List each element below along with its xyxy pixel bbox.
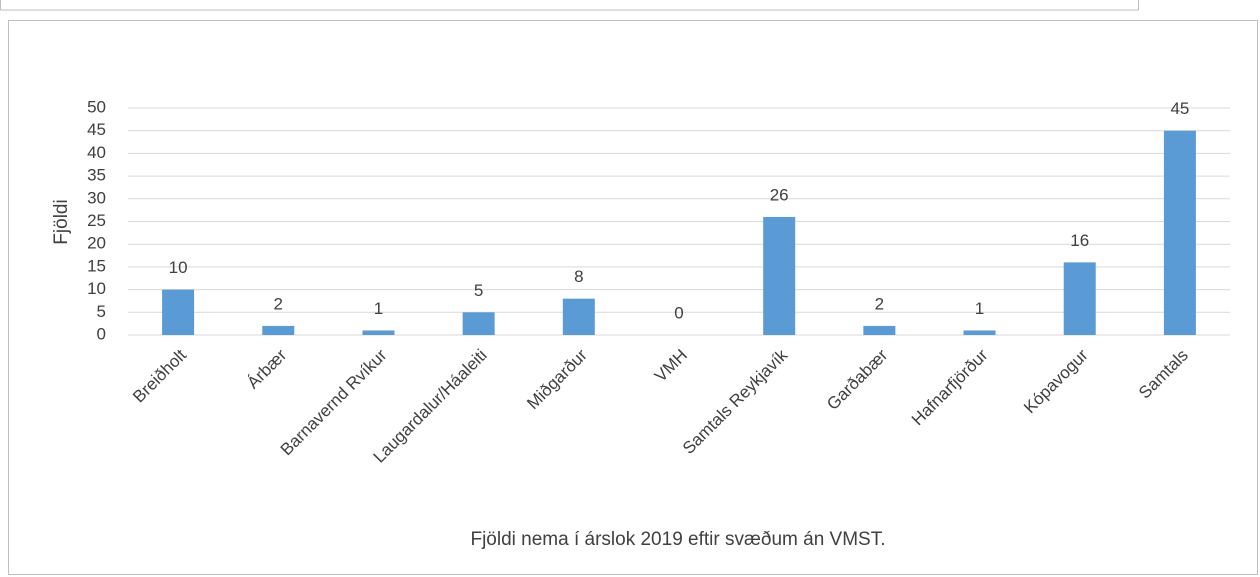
y-tick-label: 35 (87, 166, 106, 185)
bar (462, 312, 495, 335)
y-tick-label: 0 (97, 324, 106, 343)
chart-frame (8, 20, 1258, 575)
bar (1163, 130, 1196, 335)
bar (262, 325, 295, 335)
data-label: 5 (474, 281, 483, 300)
top-box (0, 0, 1139, 11)
y-tick-label: 45 (87, 120, 106, 139)
data-label: 16 (1070, 231, 1089, 250)
y-tick-label: 50 (87, 97, 106, 116)
data-label: 26 (770, 185, 789, 204)
data-label: 45 (1170, 99, 1189, 118)
data-label: 8 (574, 267, 583, 286)
y-tick-label: 15 (87, 256, 106, 275)
data-label: 1 (975, 299, 984, 318)
bar (562, 298, 595, 335)
bar (162, 289, 195, 335)
y-tick-label: 5 (97, 302, 106, 321)
bar (863, 325, 896, 335)
bar (763, 216, 796, 335)
data-label: 10 (169, 258, 188, 277)
bar (1063, 262, 1096, 335)
y-axis-label: Fjöldi (51, 199, 72, 244)
bar (963, 330, 996, 335)
y-tick-label: 10 (87, 279, 106, 298)
bar (362, 330, 395, 335)
y-tick-label: 20 (87, 234, 106, 253)
y-tick-label: 25 (87, 211, 106, 230)
data-label: 2 (875, 294, 884, 313)
data-label: 0 (674, 303, 683, 322)
y-tick-label: 30 (87, 188, 106, 207)
data-label: 2 (274, 294, 283, 313)
data-label: 1 (374, 299, 383, 318)
y-tick-label: 40 (87, 143, 106, 162)
chart-title: Fjöldi nema í árslok 2019 eftir svæðum á… (470, 529, 885, 550)
